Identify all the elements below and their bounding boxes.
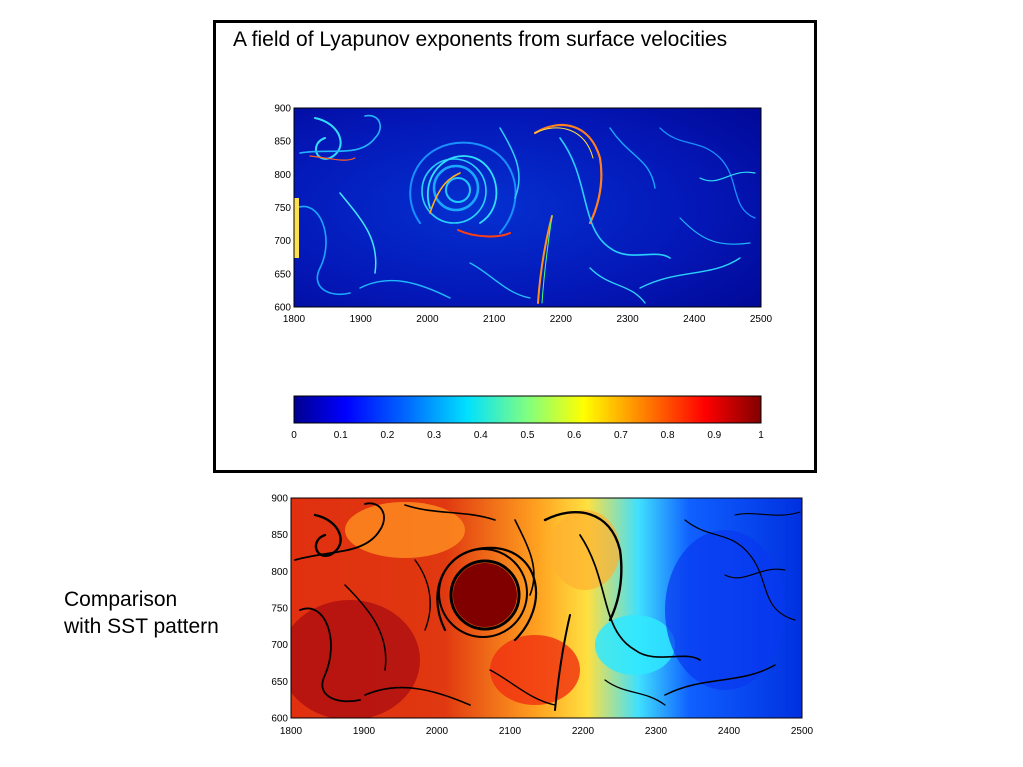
colorbar-tick-label: 0.7 [614, 430, 628, 441]
top-x-tick-label: 1800 [283, 314, 306, 325]
top-y-tick-label: 900 [274, 104, 291, 115]
sst-features [291, 502, 801, 718]
top-y-tick-label: 700 [274, 236, 291, 247]
top-y-tick-label: 850 [274, 137, 291, 148]
colorbar-tick-label: 0.3 [427, 430, 441, 441]
top-x-tick-label: 1900 [350, 314, 373, 325]
bottom-x-tick-label: 2000 [426, 726, 449, 737]
bottom-x-tick-label: 1800 [280, 726, 303, 737]
top-x-tick-label: 2500 [750, 314, 773, 325]
bottom-y-tick-label: 600 [271, 714, 288, 725]
colorbar-tick-label: 0.6 [567, 430, 581, 441]
top-y-tick-label: 600 [274, 303, 291, 314]
bottom-y-tick-label: 850 [271, 530, 288, 541]
colorbar-tick-label: 1 [758, 430, 764, 441]
colorbar-tick-label: 0.5 [521, 430, 535, 441]
ftle-filaments [294, 114, 756, 304]
bottom-y-tick-label: 900 [271, 494, 288, 505]
lyapunov-field-plot: 1800 1900 2000 2100 2200 2300 2400 2500 900 850 8… [274, 104, 773, 326]
slide-title: A field of Lyapunov exponents from surfa… [233, 28, 728, 51]
colorbar-gradient [293, 395, 762, 424]
colorbar-tick-label: 0.1 [334, 430, 348, 441]
bottom-x-tick-label: 2300 [645, 726, 668, 737]
caption-line-1: Comparison [64, 588, 178, 611]
top-x-tick-label: 2200 [550, 314, 573, 325]
colorbar: 0 0.1 0.2 0.3 0.4 0.5 0.6 0.7 0.8 0.9 1 [291, 395, 764, 441]
bottom-y-tick-label: 750 [271, 604, 288, 615]
bottom-x-tick-label: 1900 [353, 726, 376, 737]
bottom-y-tick-label: 650 [271, 677, 288, 688]
bottom-x-tick-label: 2100 [499, 726, 522, 737]
lyapunov-field-image [294, 108, 761, 307]
caption-line-2: with SST pattern [64, 615, 219, 638]
top-y-tick-label: 750 [274, 203, 291, 214]
top-y-tick-label: 650 [274, 269, 291, 280]
colorbar-tick-label: 0 [291, 430, 297, 441]
colorbar-tick-label: 0.4 [474, 430, 488, 441]
colorbar-tick-label: 0.9 [707, 430, 721, 441]
bottom-y-tick-label: 700 [271, 640, 288, 651]
bottom-x-tick-label: 2200 [572, 726, 595, 737]
comparison-caption: Comparison with SST pattern [64, 586, 219, 640]
sst-comparison-plot: 1800 1900 2000 2100 2200 2300 2400 2500 900 850 8… [271, 494, 814, 738]
bottom-y-tick-label: 800 [271, 567, 288, 578]
top-x-tick-label: 2100 [483, 314, 506, 325]
colorbar-tick-label: 0.8 [661, 430, 675, 441]
bottom-x-tick-label: 2400 [718, 726, 741, 737]
top-x-tick-label: 2300 [616, 314, 639, 325]
bottom-x-tick-label: 2500 [791, 726, 814, 737]
top-y-tick-label: 800 [274, 170, 291, 181]
colorbar-tick-label: 0.2 [380, 430, 394, 441]
lyapunov-frame [213, 20, 817, 473]
top-x-tick-label: 2000 [416, 314, 439, 325]
top-x-tick-label: 2400 [683, 314, 706, 325]
